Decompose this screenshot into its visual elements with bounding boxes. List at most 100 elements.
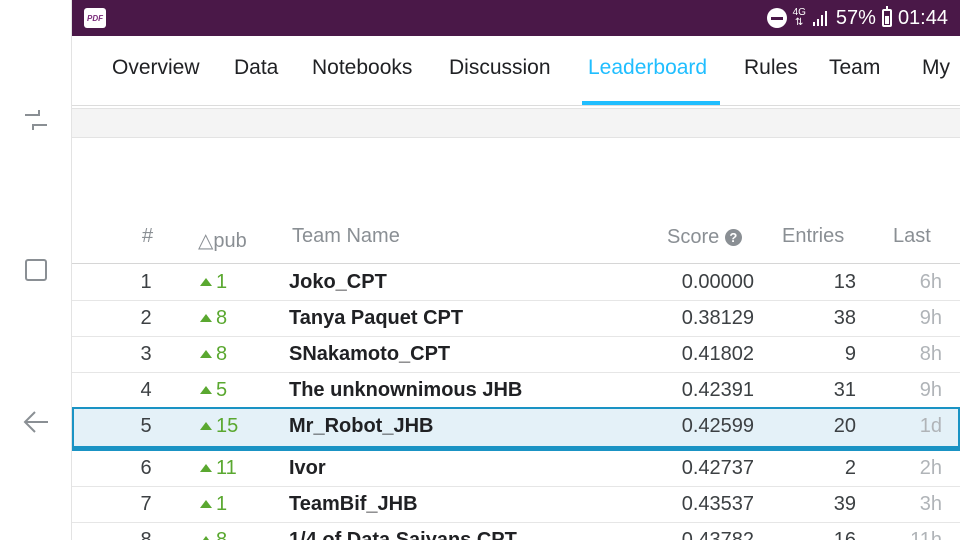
delta-cell: 8 [200, 529, 270, 540]
last-cell: 8h [919, 343, 942, 365]
last-cell: 3h [919, 493, 942, 515]
team-name-cell[interactable]: Ivor [289, 457, 326, 479]
last-cell: 1d [919, 415, 942, 437]
header-rank: # [142, 225, 154, 247]
help-icon[interactable]: ? [724, 229, 742, 246]
entries-cell: 16 [833, 529, 856, 540]
last-cell: 11h [910, 529, 942, 540]
team-name-cell[interactable]: Joko_CPT [289, 271, 387, 293]
entries-cell: 13 [833, 271, 856, 293]
table-row-selected[interactable]: 5 15 Mr_Robot_JHB 0.42599 20 1d [72, 407, 960, 451]
do-not-disturb-icon [766, 8, 787, 28]
last-cell: 9h [919, 379, 942, 401]
rank-cell: 2 [140, 307, 152, 329]
table-row[interactable]: 7 1 TeamBif_JHB 0.43537 39 3h [72, 487, 960, 523]
tab-leaderboard[interactable]: Leaderboard [588, 56, 708, 79]
score-cell: 0.43782 [681, 529, 754, 540]
delta-cell: 11 [200, 457, 270, 480]
team-name-cell[interactable]: SNakamoto_CPT [289, 343, 451, 365]
rank-cell: 4 [140, 379, 152, 401]
rank-up-icon [200, 386, 212, 394]
delta-value: 1 [216, 271, 228, 293]
entries-cell: 39 [833, 493, 856, 515]
table-row[interactable]: 8 8 1/4 of Data Saiyans CPT 0.43782 16 11h [72, 523, 960, 540]
entries-cell: 9 [844, 343, 856, 365]
delta-value: 8 [216, 529, 228, 540]
toolbar-strip [72, 108, 960, 138]
last-cell: 2h [919, 457, 942, 479]
delta-cell: 1 [200, 271, 270, 294]
team-name-cell[interactable]: Tanya Paquet CPT [289, 307, 464, 329]
header-last[interactable]: Last [893, 225, 931, 247]
android-nav-bar [0, 0, 72, 540]
tab-notebooks[interactable]: Notebooks [312, 56, 413, 79]
rank-cell: 8 [140, 529, 152, 540]
delta-value: 15 [216, 415, 239, 437]
tab-discussion[interactable]: Discussion [449, 56, 551, 79]
tab-team[interactable]: Team [829, 56, 881, 79]
delta-cell: 8 [200, 307, 270, 330]
score-cell: 0.00000 [681, 271, 754, 293]
team-name-cell[interactable]: 1/4 of Data Saiyans CPT [289, 529, 517, 540]
battery-percent: 57% [835, 6, 876, 29]
delta-cell: 1 [200, 493, 270, 516]
rank-up-icon [200, 464, 212, 472]
score-cell: 0.38129 [681, 307, 754, 329]
team-name-cell[interactable]: Mr_Robot_JHB [289, 415, 434, 437]
active-tab-indicator [582, 101, 720, 105]
back-arrow-icon[interactable] [18, 404, 54, 440]
rank-cell: 3 [140, 343, 152, 365]
table-row[interactable]: 2 8 Tanya Paquet CPT 0.38129 38 9h [72, 301, 960, 337]
signal-icon [812, 11, 827, 26]
header-team-name[interactable]: Team Name [292, 225, 400, 247]
header-divider [72, 263, 960, 264]
rank-up-icon [200, 350, 212, 358]
entries-cell: 20 [833, 415, 856, 437]
battery-icon [881, 6, 892, 27]
delta-value: 5 [216, 379, 228, 401]
score-cell: 0.42391 [681, 379, 754, 401]
last-cell: 9h [919, 307, 942, 329]
entries-cell: 31 [833, 379, 856, 401]
recent-apps-icon[interactable] [18, 102, 54, 138]
delta-cell: 5 [200, 379, 270, 402]
tab-rules[interactable]: Rules [744, 56, 798, 79]
tab-my[interactable]: My [922, 56, 950, 79]
network-type-label: 4G ⇅ [792, 7, 806, 28]
team-name-cell[interactable]: The unknownimous JHB [289, 379, 523, 401]
rank-cell: 7 [140, 493, 152, 515]
rank-cell: 6 [140, 457, 152, 479]
rank-cell: 1 [140, 271, 152, 293]
table-row[interactable]: 4 5 The unknownimous JHB 0.42391 31 9h [72, 373, 960, 409]
score-cell: 0.41802 [681, 343, 754, 365]
table-row[interactable]: 1 1 Joko_CPT 0.00000 13 6h [72, 265, 960, 301]
table-row[interactable]: 3 8 SNakamoto_CPT 0.41802 9 8h [72, 337, 960, 373]
table-row[interactable]: 6 11 Ivor 0.42737 2 2h [72, 451, 960, 487]
home-icon[interactable] [18, 252, 54, 288]
header-delta-pub[interactable]: △pub [198, 230, 247, 252]
status-bar: PDF 4G ⇅ 57% 01:44 [72, 0, 960, 36]
score-cell: 0.43537 [681, 493, 754, 515]
competition-tabs: Overview Data Notebooks Discussion Leade… [72, 36, 960, 106]
team-name-cell[interactable]: TeamBif_JHB [289, 493, 418, 515]
header-score[interactable]: Score ? [667, 226, 742, 249]
clock: 01:44 [897, 6, 948, 29]
last-cell: 6h [919, 271, 942, 293]
rank-up-icon [200, 500, 212, 508]
delta-cell: 15 [200, 415, 270, 438]
rank-up-icon [200, 422, 212, 430]
delta-value: 1 [216, 493, 228, 515]
delta-value: 11 [216, 457, 237, 479]
tab-overview[interactable]: Overview [112, 56, 200, 79]
tab-data[interactable]: Data [234, 56, 279, 79]
delta-cell: 8 [200, 343, 270, 366]
delta-value: 8 [216, 343, 228, 365]
rank-up-icon [200, 314, 212, 322]
pdf-notification-icon: PDF [84, 8, 106, 28]
status-icons: 4G ⇅ 57% 01:44 [766, 0, 948, 36]
delta-value: 8 [216, 307, 228, 329]
rank-cell: 5 [140, 415, 152, 437]
rank-up-icon [200, 278, 212, 286]
header-entries[interactable]: Entries [782, 225, 845, 247]
